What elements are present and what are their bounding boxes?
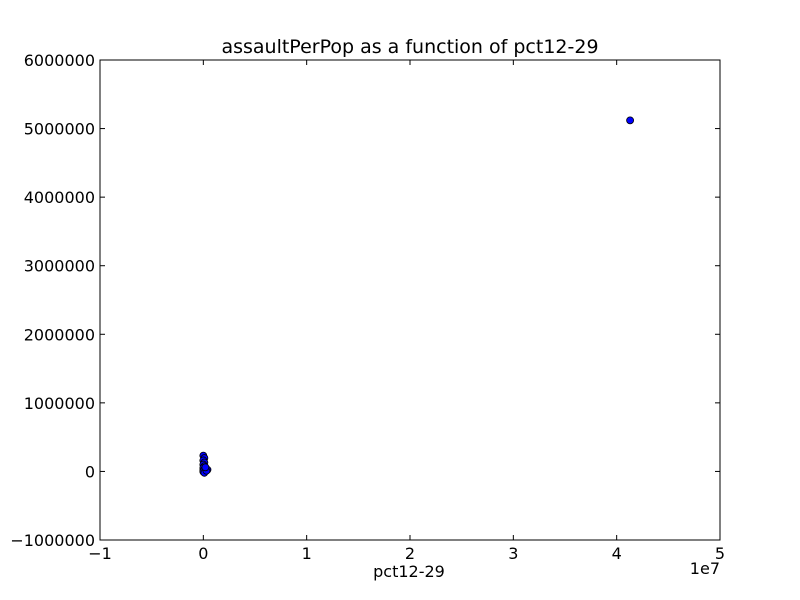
x-tick-label: 5 [715, 544, 725, 563]
x-tick-label: −1 [88, 544, 112, 563]
y-tick-label: 6000000 [24, 51, 95, 70]
chart-title: assaultPerPop as a function of pct12-29 [221, 36, 598, 58]
x-tick-label: 1 [302, 544, 312, 563]
x-axis-offset-label: 1e7 [690, 559, 720, 578]
y-tick-label: 2000000 [24, 325, 95, 344]
y-tick-label: −1000000 [10, 531, 95, 550]
x-axis-label: pct12-29 [373, 562, 445, 581]
y-tick-label: 1000000 [24, 394, 95, 413]
data-points [199, 116, 634, 477]
y-tick-label: 0 [85, 462, 95, 481]
y-tick-label: 4000000 [24, 188, 95, 207]
y-tick-label: 5000000 [24, 120, 95, 139]
plot-frame [99, 59, 721, 541]
x-tick-label: 4 [612, 544, 622, 563]
x-tick-label: 3 [508, 544, 518, 563]
data-point [201, 463, 210, 472]
x-tick-label: 0 [198, 544, 208, 563]
y-tick-label: 3000000 [24, 257, 95, 276]
axis-ticks: −1 0 1 2 3 4 5 −1000000 0 1000000 2000000 3000000 40… [10, 51, 725, 563]
x-tick-label: 2 [405, 544, 415, 563]
data-point [626, 116, 634, 125]
